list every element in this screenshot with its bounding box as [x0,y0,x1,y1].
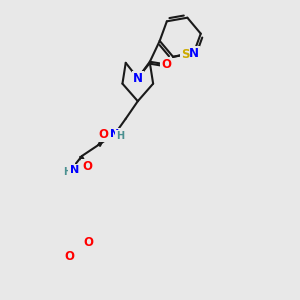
Text: H: H [116,131,124,141]
Text: N: N [110,129,119,139]
Text: N: N [133,72,143,85]
Text: S: S [181,48,189,61]
Text: O: O [65,250,75,263]
Text: O: O [99,128,109,141]
Text: O: O [161,58,171,71]
Text: N: N [70,165,79,175]
Text: N: N [189,47,199,60]
Text: O: O [83,236,93,249]
Text: H: H [63,167,71,178]
Text: O: O [82,160,92,173]
